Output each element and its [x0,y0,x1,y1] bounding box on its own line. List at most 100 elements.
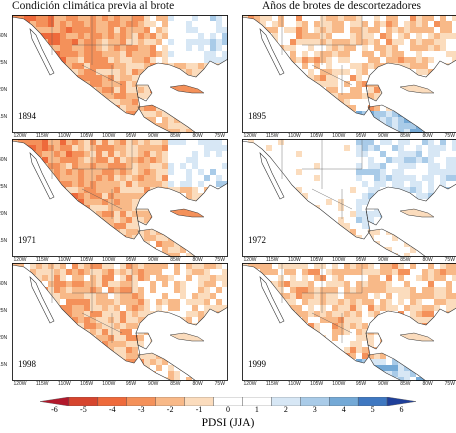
lat-tick: 20N [0,335,8,341]
lon-tick-row: 120W 115W 110W 105W 100W 95W 90W 85W 80W 75W [242,257,456,264]
lon-tick: 105W [80,257,94,263]
lon-tick: 75W [214,257,225,263]
map-panel-1999: 1999 120W 115W 110W 105W 100W 95W 90W 85W 80W 75W [242,263,456,387]
lon-tick-row: 120W 115W 110W 105W 100W 95W 90W 85W 80W 75W [12,133,228,140]
lon-tick: 115W [265,133,279,139]
lon-tick: 80W [422,381,433,387]
lon-tick: 105W [310,381,324,387]
lon-tick: 115W [35,381,49,387]
colorbar-tick-label: 0 [226,405,230,414]
lon-tick: 110W [288,257,301,263]
colorbar-tick-label: 4 [341,405,346,414]
central-america-outline [137,228,197,257]
panel-frame [12,139,228,257]
panel-frame [242,263,456,381]
lon-tick-row: 120W 115W 110W 105W 100W 95W 90W 85W 80W 75W [12,381,228,388]
pdsi-map-1971 [12,139,228,257]
lon-tick: 85W [170,381,181,387]
colorbar [39,393,417,407]
pdsi-map-1894 [12,15,228,133]
lon-tick-row: 120W 115W 110W 105W 100W 95W 90W 85W 80W 75W [12,257,228,264]
lon-tick: 95W [125,257,137,263]
lon-tick: 95W [355,381,367,387]
coastline [12,139,228,240]
panel-frame [242,15,456,133]
lon-tick: 75W [444,133,455,139]
pdsi-map-1998 [12,263,228,381]
lon-tick: 80W [192,381,203,387]
lon-tick: 105W [310,133,324,139]
colorbar-tick-label: 2 [283,405,288,414]
lon-tick: 90W [148,257,159,263]
yucatan-outline [365,332,383,350]
lon-tick-row: 120W 115W 110W 105W 100W 95W 90W 85W 80W 75W [242,133,456,140]
column-title-right: Años de brotes de descortezadores [262,0,422,12]
lon-tick: 110W [58,133,71,139]
yucatan-outline [135,332,153,350]
state-border [311,188,353,210]
cuba [399,332,435,342]
lat-tick: 20N [0,87,8,93]
colorbar-tick-label: 1 [254,405,259,414]
state-border [81,312,123,334]
lon-tick: 115W [35,133,49,139]
lon-tick: 90W [378,133,389,139]
lon-tick: 75W [444,381,455,387]
central-america-outline [367,352,427,381]
lon-tick: 120W [13,381,27,387]
lon-tick: 95W [125,381,137,387]
baja-outline [259,152,285,200]
lon-tick: 100W [102,133,116,139]
lat-tick: 30N [0,157,8,163]
coastline [242,15,456,116]
map-panel-1895: 1895 120W 115W 110W 105W 100W 95W 90W 85W 80W 75W [242,15,456,139]
yucatan-outline [365,208,383,226]
pdsi-map-1972 [242,139,456,257]
lon-tick: 110W [288,381,301,387]
cuba [399,84,435,94]
central-america-outline [137,352,197,381]
yucatan-outline [135,208,153,226]
lat-tick: 25N [0,60,8,66]
coastline [12,263,228,364]
colorbar-tick-label: -3 [137,405,145,414]
lon-tick: 75W [214,381,225,387]
lon-tick: 120W [243,133,257,139]
lat-tick: 15N [0,238,8,244]
lon-tick: 80W [422,257,433,263]
colorbar-tick-label: -2 [166,405,174,414]
lon-tick: 90W [378,381,389,387]
pdsi-map-1895 [242,15,456,133]
lat-tick: 25N [0,184,8,190]
cuba [169,332,205,342]
map-panel-1971: 1971 30N 25N 20N 15N 120W 115W 110W 105W 100W 95W 9… [0,139,228,263]
map-panel-1998: 1998 30N 25N 20N 15N 120W 115W 110W 105W 100W 95W 9… [0,263,228,387]
lon-tick: 95W [355,257,367,263]
state-border [311,64,353,86]
lon-tick: 100W [332,133,346,139]
lon-tick: 115W [265,381,279,387]
lon-tick: 105W [310,257,324,263]
yucatan-outline [365,84,383,102]
lon-tick: 120W [243,381,257,387]
lon-tick: 85W [400,381,411,387]
lon-tick: 85W [400,133,411,139]
lon-tick: 95W [355,133,367,139]
central-america-outline [367,104,427,133]
lon-tick: 90W [148,133,159,139]
baja-outline [259,28,285,76]
lon-tick: 95W [125,133,137,139]
panel-frame [12,15,228,133]
panel-frame [12,263,228,381]
lon-tick: 105W [80,381,94,387]
baja-outline [259,276,285,324]
lat-tick: 25N [0,308,8,314]
lat-tick: 30N [0,281,8,287]
yucatan-outline [135,84,153,102]
coastline [242,139,456,240]
colorbar-tick-label: 3 [312,405,317,414]
lon-tick: 120W [13,133,27,139]
lon-tick: 120W [13,257,27,263]
colorbar-tick-label: -5 [80,405,87,414]
lon-tick: 75W [444,257,455,263]
